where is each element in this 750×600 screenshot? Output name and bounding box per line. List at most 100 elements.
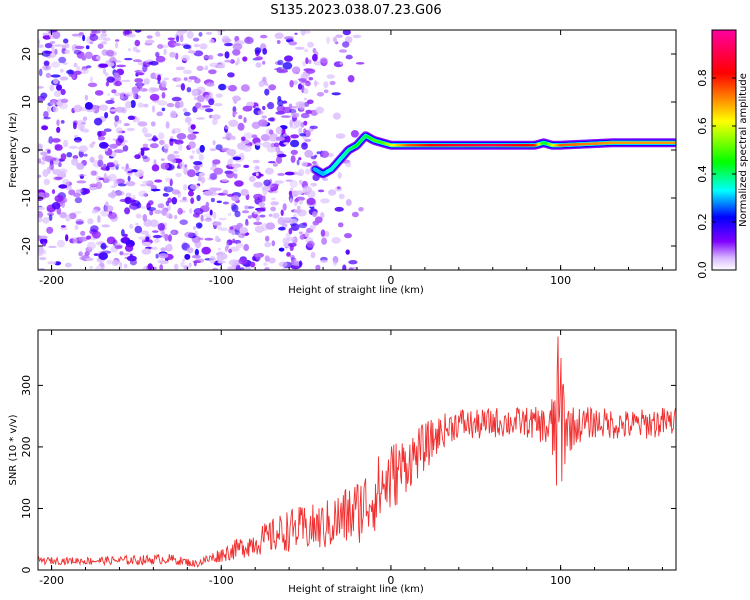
snr-y-tick-label: 0: [20, 567, 33, 574]
noise-blob: [253, 181, 263, 188]
noise-blob: [228, 84, 237, 92]
noise-blob: [298, 127, 303, 135]
noise-blob: [254, 196, 259, 200]
noise-blob: [103, 128, 112, 132]
noise-blob: [214, 103, 223, 107]
noise-blob: [243, 132, 253, 139]
noise-blob: [196, 95, 205, 103]
noise-blob: [155, 51, 160, 58]
noise-blob: [138, 190, 148, 197]
spectrogram-plot-area: [38, 30, 676, 270]
noise-blob: [177, 207, 183, 215]
noise-blob: [235, 225, 240, 231]
noise-blob: [274, 68, 282, 71]
noise-blob: [169, 51, 177, 58]
colorbar-gradient: [711, 29, 737, 271]
noise-blob: [320, 198, 330, 204]
noise-blob: [264, 241, 272, 248]
noise-blob: [255, 172, 259, 177]
noise-blob: [275, 146, 281, 153]
noise-blob: [316, 92, 325, 97]
noise-blob: [138, 88, 148, 92]
noise-blob: [338, 49, 348, 53]
noise-blob: [298, 179, 303, 185]
noise-blob: [82, 188, 90, 195]
noise-blob: [355, 62, 365, 65]
noise-blob: [163, 48, 167, 56]
noise-blob: [292, 259, 297, 266]
noise-blob: [285, 232, 291, 239]
noise-blob: [122, 145, 129, 152]
noise-blob: [111, 260, 120, 266]
noise-blob: [41, 50, 51, 57]
noise-blob: [326, 74, 335, 79]
noise-blob: [60, 227, 69, 231]
noise-blob: [224, 125, 230, 130]
noise-blob: [91, 209, 99, 214]
colorbar-tick-label: 0.6: [696, 117, 709, 135]
snr-x-tick-label: -100: [209, 574, 234, 587]
noise-blob: [254, 225, 264, 233]
noise-blob: [312, 211, 318, 218]
noise-blob: [316, 151, 321, 155]
noise-blob: [74, 45, 85, 50]
noise-blob: [183, 184, 188, 191]
noise-blob: [212, 118, 218, 126]
noise-blob: [100, 41, 108, 45]
spectrogram-x-tick-label: 100: [550, 274, 571, 287]
noise-blob: [288, 242, 297, 247]
noise-blob: [60, 225, 66, 228]
noise-blob: [227, 72, 235, 78]
noise-blob: [54, 44, 64, 47]
noise-blob: [204, 65, 208, 70]
noise-blob: [191, 150, 196, 154]
noise-blob: [76, 119, 87, 126]
noise-blob: [142, 214, 148, 222]
noise-blob: [50, 61, 61, 68]
noise-blob: [262, 195, 266, 203]
noise-blob: [345, 161, 352, 168]
noise-blob: [200, 214, 204, 222]
noise-blob: [267, 161, 276, 164]
noise-blob: [305, 109, 313, 114]
snr-plot-area: [38, 336, 676, 568]
noise-blob: [51, 138, 61, 143]
noise-blob: [106, 259, 113, 265]
noise-blob: [85, 45, 90, 50]
noise-blob: [306, 240, 315, 248]
noise-blob: [221, 179, 229, 182]
noise-blob: [294, 46, 305, 50]
noise-blob: [157, 44, 164, 49]
noise-blob: [239, 227, 249, 234]
noise-blob: [305, 57, 309, 65]
noise-blob: [264, 88, 270, 96]
noise-blob: [86, 241, 96, 250]
noise-blob: [164, 233, 169, 242]
noise-blob: [144, 133, 153, 138]
noise-blob: [134, 30, 142, 33]
noise-blob: [170, 110, 177, 119]
noise-blob: [302, 185, 312, 194]
noise-blob: [309, 125, 318, 130]
noise-blob: [310, 182, 317, 187]
noise-blob: [277, 153, 287, 158]
noise-blob: [222, 201, 229, 205]
snr-frame: [37, 329, 677, 571]
noise-blob: [284, 55, 293, 62]
noise-blob: [38, 217, 43, 223]
noise-blob: [64, 49, 70, 55]
noise-blob: [174, 101, 182, 109]
noise-blob: [193, 161, 203, 166]
noise-blob: [304, 138, 312, 143]
noise-blob: [152, 105, 155, 113]
noise-blob: [120, 93, 124, 99]
noise-blob: [187, 247, 194, 254]
noise-blob: [237, 122, 245, 131]
noise-blob: [174, 214, 178, 220]
noise-blob: [187, 169, 196, 178]
noise-blob: [171, 189, 181, 195]
noise-blob: [74, 224, 79, 230]
noise-blob: [259, 195, 263, 200]
noise-blob: [275, 156, 283, 164]
